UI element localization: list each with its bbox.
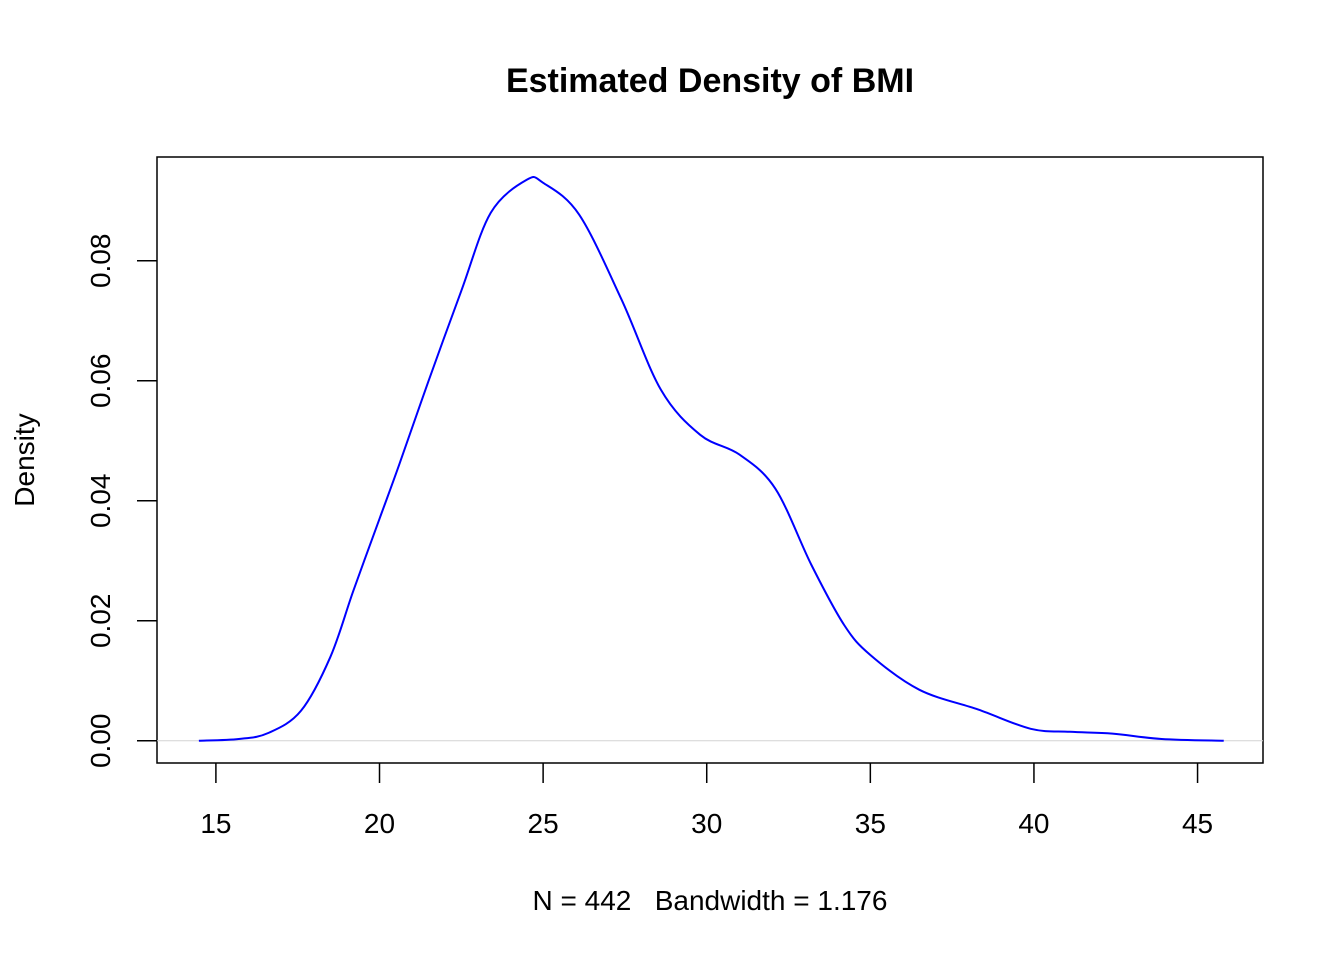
y-tick-label: 0.00 — [85, 714, 116, 769]
x-tick-label: 30 — [691, 808, 722, 839]
y-tick-label: 0.02 — [85, 594, 116, 649]
x-tick-label: 45 — [1182, 808, 1213, 839]
x-tick-label: 25 — [528, 808, 559, 839]
y-axis: 0.00 0.02 0.04 0.06 0.08 — [85, 234, 157, 769]
x-axis: 15 20 25 30 35 40 45 — [200, 763, 1213, 839]
y-tick-label: 0.06 — [85, 354, 116, 409]
density-curve — [198, 176, 1224, 742]
x-tick-label: 20 — [364, 808, 395, 839]
plot-frame — [156, 156, 1264, 764]
x-tick-label: 35 — [855, 808, 886, 839]
y-tick-label: 0.04 — [85, 474, 116, 529]
x-tick-label: 40 — [1018, 808, 1049, 839]
chart-title: Estimated Density of BMI — [506, 62, 914, 100]
x-tick-label: 15 — [200, 808, 231, 839]
y-axis-label: Density — [9, 413, 40, 506]
y-tick-label: 0.08 — [85, 234, 116, 289]
x-axis-label: N = 442 Bandwidth = 1.176 — [533, 885, 888, 916]
